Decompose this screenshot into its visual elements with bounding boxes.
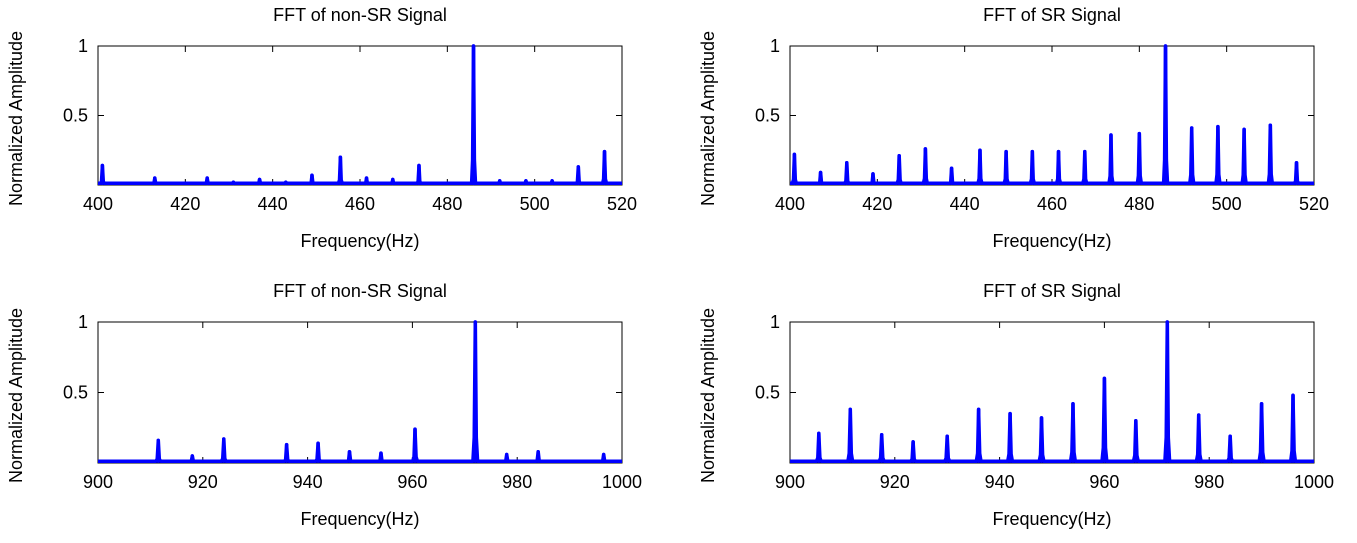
y-axis-label: Normalized Amplitude <box>698 308 718 483</box>
spectrum-series <box>790 320 1314 464</box>
spectrum-line <box>98 320 622 464</box>
y-axis-label: Normalized Amplitude <box>6 308 26 483</box>
x-tick-label: 920 <box>880 472 910 492</box>
x-tick-label: 980 <box>502 472 532 492</box>
x-tick-label: 480 <box>1124 194 1154 214</box>
x-tick-label: 500 <box>1212 194 1242 214</box>
plot-frame <box>789 45 1315 186</box>
chart-fft-sr-low: 0.5 1 400 420 440 460 480 500 520 FFT of SR Signa… <box>698 5 1329 251</box>
plot-frame <box>97 45 623 186</box>
x-tick-label: 520 <box>1299 194 1329 214</box>
x-axis-label: Frequency(Hz) <box>992 231 1111 251</box>
y-axis-label: Normalized Amplitude <box>6 31 26 206</box>
y-tick-label: 1 <box>770 36 780 56</box>
x-tick-label: 460 <box>345 194 375 214</box>
chart-title: FFT of SR Signal <box>983 5 1121 25</box>
spectrum-line <box>790 44 1314 186</box>
chart-title: FFT of non-SR Signal <box>273 281 447 301</box>
plot-frame <box>789 321 1315 464</box>
chart-title: FFT of SR Signal <box>983 281 1121 301</box>
x-tick-label: 400 <box>775 194 805 214</box>
x-tick-label: 1000 <box>1294 472 1334 492</box>
x-tick-label: 420 <box>862 194 892 214</box>
x-tick-label: 940 <box>293 472 323 492</box>
x-tick-label: 440 <box>950 194 980 214</box>
y-tick-label: 0.5 <box>63 106 88 126</box>
chart-fft-nonsr-high: 0.5 1 900 920 940 960 980 1000 FFT of non-SR Sig… <box>6 281 642 529</box>
chart-fft-sr-high: 0.5 1 900 920 940 960 980 1000 FFT of SR Signal F… <box>698 281 1334 529</box>
x-tick-label: 460 <box>1037 194 1067 214</box>
x-axis-label: Frequency(Hz) <box>992 509 1111 529</box>
y-tick-label: 1 <box>78 36 88 56</box>
plot-frame <box>97 321 623 464</box>
y-tick-label: 0.5 <box>63 383 88 403</box>
chart-fft-nonsr-low: 0.5 1 400 420 440 460 480 500 520 FFT of non-SR S… <box>6 5 637 251</box>
x-axis-label: Frequency(Hz) <box>300 231 419 251</box>
x-tick-label: 440 <box>258 194 288 214</box>
x-tick-label: 960 <box>397 472 427 492</box>
x-tick-label: 520 <box>607 194 637 214</box>
y-tick-label: 1 <box>770 312 780 332</box>
x-tick-label: 920 <box>188 472 218 492</box>
y-axis-label: Normalized Amplitude <box>698 31 718 206</box>
x-tick-label: 420 <box>170 194 200 214</box>
y-tick-label: 0.5 <box>755 106 780 126</box>
x-tick-label: 1000 <box>602 472 642 492</box>
x-tick-label: 960 <box>1089 472 1119 492</box>
spectrum-line <box>790 320 1314 464</box>
spectrum-series <box>790 44 1314 186</box>
x-axis-label: Frequency(Hz) <box>300 509 419 529</box>
chart-title: FFT of non-SR Signal <box>273 5 447 25</box>
x-tick-label: 940 <box>985 472 1015 492</box>
y-tick-label: 1 <box>78 312 88 332</box>
x-tick-label: 980 <box>1194 472 1224 492</box>
y-tick-label: 0.5 <box>755 383 780 403</box>
spectrum-series <box>98 320 622 464</box>
x-tick-label: 480 <box>432 194 462 214</box>
x-tick-label: 900 <box>83 472 113 492</box>
x-tick-label: 500 <box>520 194 550 214</box>
x-tick-label: 400 <box>83 194 113 214</box>
spectrum-line <box>98 44 622 186</box>
spectrum-series <box>98 44 622 186</box>
x-tick-label: 900 <box>775 472 805 492</box>
